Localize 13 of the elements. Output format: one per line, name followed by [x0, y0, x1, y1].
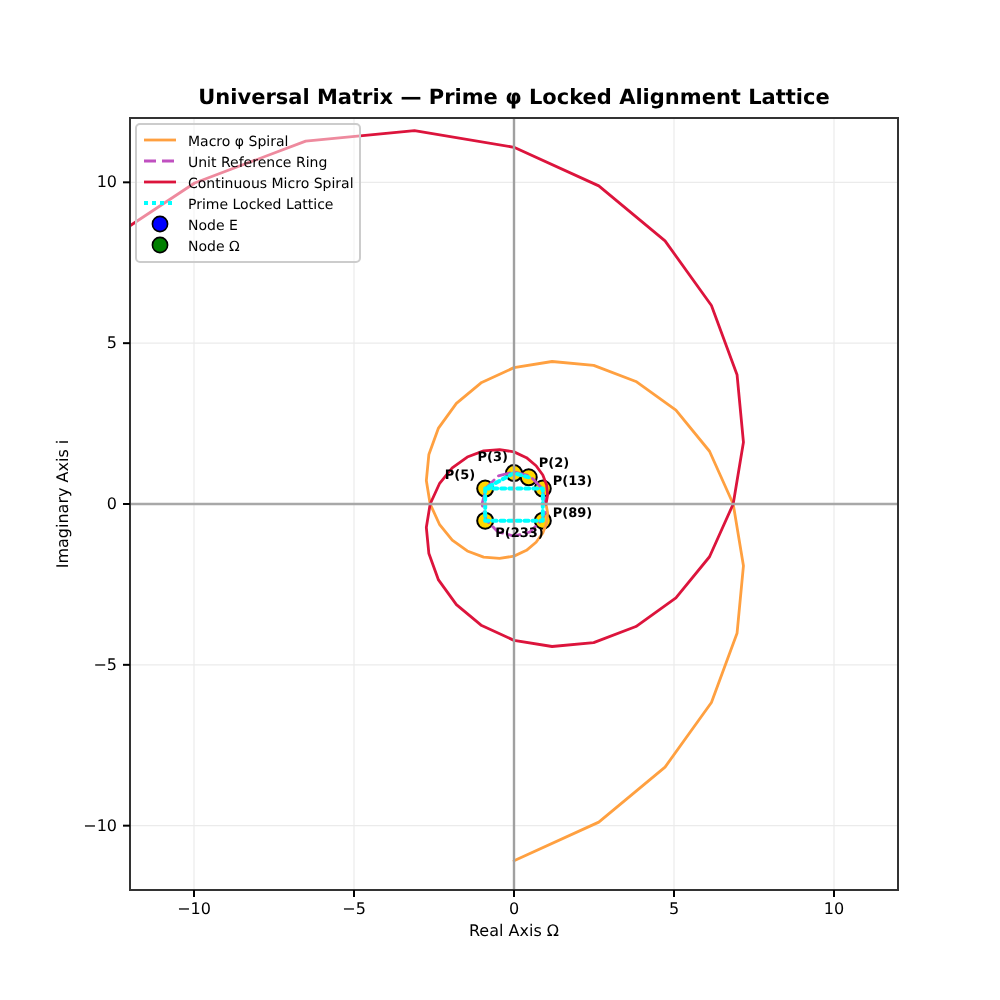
y-tick-label: 5	[106, 334, 117, 353]
x-tick-label: 10	[823, 900, 845, 919]
x-tick-label: −5	[342, 900, 366, 919]
y-tick-label: −10	[83, 816, 117, 835]
x-tick-label: 5	[668, 900, 680, 919]
x-tick-label: 0	[508, 900, 520, 919]
y-tick-label: 0	[106, 495, 117, 514]
x-tick-label: −10	[177, 900, 211, 919]
x-axis-title: Real Axis Ω	[468, 922, 560, 940]
y-axis-title: Imaginary Axis i	[54, 439, 72, 569]
y-tick-label: −5	[93, 655, 117, 674]
y-tick-label: 10	[96, 173, 117, 192]
chart-title: Universal Matrix — Prime φ Locked Alignment Lattice	[198, 86, 830, 110]
